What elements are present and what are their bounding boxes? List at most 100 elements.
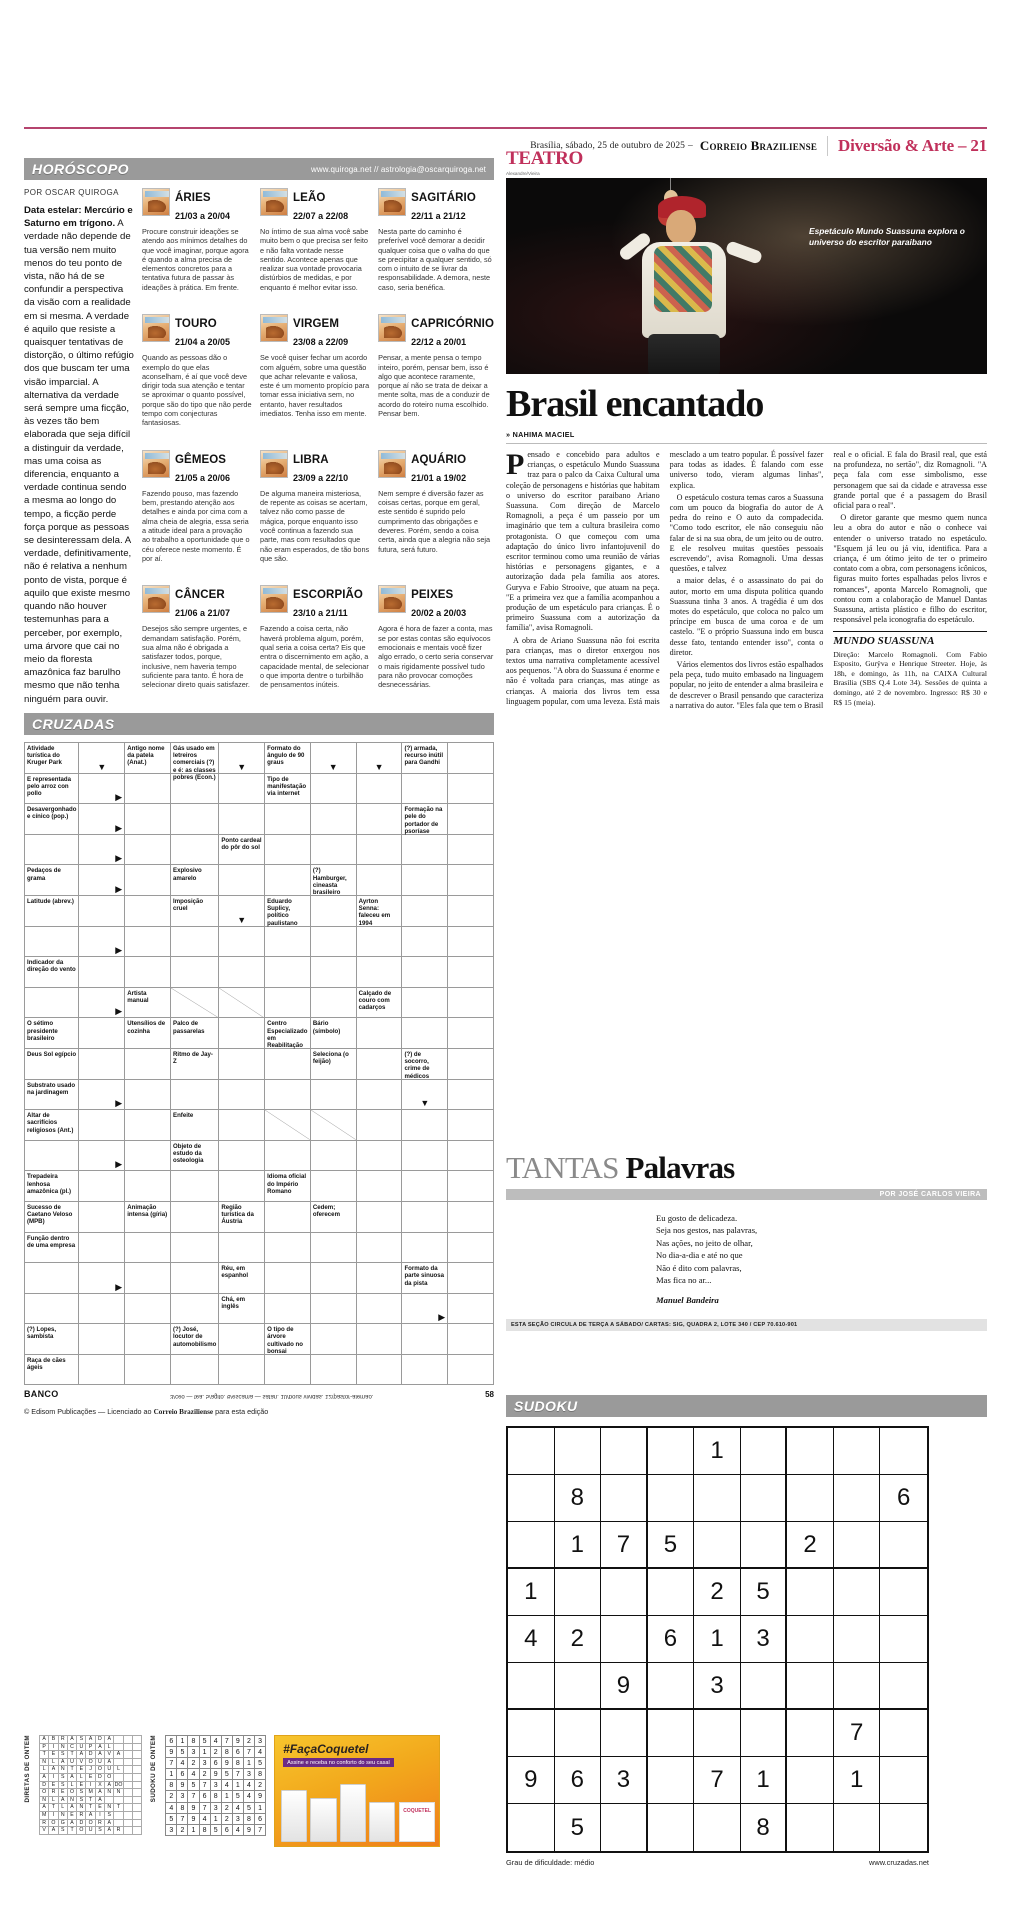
crossword-cell[interactable]: Bário (símbolo) xyxy=(310,1018,357,1049)
sudoku-cell[interactable] xyxy=(647,1475,695,1522)
crossword-cell[interactable] xyxy=(356,1018,403,1049)
crossword-cell[interactable] xyxy=(448,1201,494,1233)
crossword-cell[interactable] xyxy=(448,743,494,774)
crossword-cell[interactable] xyxy=(402,1110,449,1141)
sudoku-cell[interactable]: 7 xyxy=(694,1757,741,1804)
crossword-cell[interactable] xyxy=(219,987,266,1019)
crossword-cell[interactable] xyxy=(171,926,220,958)
sudoku-cell[interactable] xyxy=(694,1522,741,1569)
sudoku-cell[interactable] xyxy=(647,1710,695,1757)
sudoku-cell[interactable]: 5 xyxy=(647,1522,695,1569)
crossword-cell[interactable] xyxy=(219,1110,266,1141)
crossword-cell[interactable]: O sétimo presidente brasileiro xyxy=(25,1018,80,1049)
sudoku-cell[interactable]: 3 xyxy=(601,1757,648,1804)
crossword-cell[interactable] xyxy=(310,773,357,805)
crossword-cell[interactable] xyxy=(25,926,80,958)
crossword-cell[interactable] xyxy=(265,926,311,958)
crossword-cell[interactable] xyxy=(448,1232,494,1264)
crossword-cell[interactable]: Objeto de estudo da osteologia xyxy=(171,1140,220,1172)
crossword-cell[interactable]: Formato da parte sinuosa da pista xyxy=(402,1263,449,1294)
crossword-cell[interactable] xyxy=(125,957,171,988)
crossword-cell[interactable]: (?) Lopes, sambista xyxy=(25,1324,80,1355)
crossword-cell[interactable]: (?) de socorro, crime de médicos xyxy=(402,1048,449,1080)
sudoku-cell[interactable] xyxy=(880,1616,927,1663)
crossword-cell[interactable] xyxy=(219,1354,266,1386)
crossword-cell[interactable] xyxy=(125,1354,171,1386)
crossword-cell[interactable] xyxy=(448,1079,494,1111)
crossword-cell[interactable] xyxy=(125,865,171,896)
crossword-cell[interactable] xyxy=(448,865,494,896)
crossword-cell[interactable]: ▶ xyxy=(79,834,126,866)
sudoku-cell[interactable] xyxy=(601,1475,648,1522)
sudoku-cell[interactable] xyxy=(880,1710,927,1757)
sudoku-cell[interactable] xyxy=(554,1663,602,1710)
crossword-cell[interactable]: Gás usado em letreiros comerciais (?) e … xyxy=(171,743,220,781)
sudoku-cell[interactable] xyxy=(601,1804,648,1851)
crossword-cell[interactable] xyxy=(402,926,449,958)
crossword-cell[interactable] xyxy=(125,1140,171,1172)
crossword-cell[interactable]: ▼ xyxy=(219,895,266,927)
crossword-cell[interactable]: Réu, em espanhol xyxy=(219,1263,266,1294)
sudoku-cell[interactable] xyxy=(694,1475,741,1522)
crossword-cell[interactable] xyxy=(171,987,220,1019)
sudoku-cell[interactable]: 6 xyxy=(647,1616,695,1663)
crossword-cell[interactable] xyxy=(448,1048,494,1080)
sudoku-cell[interactable]: 2 xyxy=(694,1569,741,1616)
crossword-cell[interactable] xyxy=(356,834,403,866)
crossword-cell[interactable] xyxy=(356,1201,403,1233)
crossword-cell[interactable] xyxy=(310,987,357,1019)
crossword-cell[interactable]: Sucesso de Caetano Veloso (MPB) xyxy=(25,1201,80,1233)
sudoku-cell[interactable] xyxy=(740,1710,788,1757)
crossword-cell[interactable]: ▼ xyxy=(402,1079,449,1111)
crossword-cell[interactable]: ▶ xyxy=(79,773,126,805)
crossword-cell[interactable] xyxy=(25,1263,80,1294)
crossword-cell[interactable] xyxy=(79,1048,126,1080)
crossword-cell[interactable]: ▼ xyxy=(356,743,403,774)
crossword-cell[interactable] xyxy=(125,1110,171,1141)
crossword-cell[interactable] xyxy=(402,773,449,805)
crossword-cell[interactable] xyxy=(125,1048,171,1080)
crossword-cell[interactable]: ▶ xyxy=(79,1079,126,1111)
crossword-cell[interactable] xyxy=(265,1232,311,1264)
crossword-cell[interactable] xyxy=(448,1110,494,1141)
sudoku-cell[interactable] xyxy=(787,1475,834,1522)
sudoku-cell[interactable]: 8 xyxy=(741,1804,788,1851)
sudoku-cell[interactable] xyxy=(880,1569,927,1616)
crossword-cell[interactable] xyxy=(448,804,494,835)
sudoku-cell[interactable] xyxy=(647,1428,695,1475)
crossword-cell[interactable]: Substrato usado na jardinagem xyxy=(25,1079,80,1111)
sudoku-cell[interactable] xyxy=(601,1569,648,1616)
crossword-cell[interactable] xyxy=(125,1232,171,1264)
crossword-cell[interactable] xyxy=(171,804,220,835)
crossword-cell[interactable]: Indicador da direção do vento xyxy=(25,957,80,988)
crossword-cell[interactable] xyxy=(219,1140,266,1172)
crossword-cell[interactable]: O tipo de árvore cultivado no bonsai xyxy=(265,1324,311,1355)
sudoku-cell[interactable] xyxy=(647,1569,695,1616)
crossword-cell[interactable] xyxy=(25,987,80,1019)
crossword-cell[interactable] xyxy=(356,773,403,805)
crossword-cell[interactable] xyxy=(310,1110,357,1141)
crossword-cell[interactable] xyxy=(79,1018,126,1049)
crossword-cell[interactable] xyxy=(171,1354,220,1386)
sudoku-cell[interactable] xyxy=(880,1522,927,1569)
crossword-cell[interactable] xyxy=(448,1293,494,1325)
crossword-cell[interactable] xyxy=(402,865,449,896)
crossword-cell[interactable]: Altar de sacrifícios religiosos (Ant.) xyxy=(25,1110,80,1141)
crossword-cell[interactable] xyxy=(356,1110,403,1141)
crossword-cell[interactable] xyxy=(310,1232,357,1264)
crossword-cell[interactable]: Região turística da Áustria xyxy=(219,1201,266,1233)
crossword-cell[interactable] xyxy=(310,957,357,988)
crossword-cell[interactable] xyxy=(310,834,357,866)
crossword-cell[interactable]: ▼ xyxy=(79,743,126,774)
crossword-cell[interactable] xyxy=(356,1079,403,1111)
crossword-cell[interactable] xyxy=(265,1263,311,1294)
crossword-cell[interactable]: ▶ xyxy=(79,1263,126,1294)
sudoku-cell[interactable] xyxy=(740,1475,788,1522)
sudoku-cell[interactable] xyxy=(833,1663,881,1710)
crossword-cell[interactable] xyxy=(356,957,403,988)
crossword-cell[interactable] xyxy=(310,1324,357,1355)
sudoku-cell[interactable]: 4 xyxy=(508,1616,555,1663)
crossword-cell[interactable] xyxy=(125,834,171,866)
crossword-cell[interactable] xyxy=(171,1079,220,1111)
